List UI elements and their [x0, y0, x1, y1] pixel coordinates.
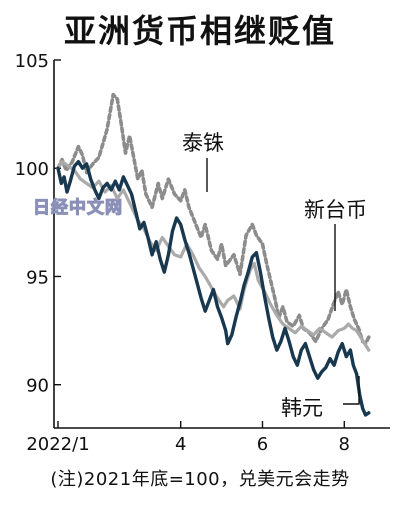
- x-tick-label: 8: [339, 434, 350, 455]
- watermark-text: 日经中文网: [33, 197, 123, 218]
- series-label-新台币: 新台币: [304, 198, 367, 222]
- x-tick-label: 4: [175, 434, 186, 455]
- y-tick-label: 100: [15, 159, 49, 180]
- series-line-泰铢: [56, 92, 371, 346]
- x-tick-label: 2022/1: [26, 434, 89, 455]
- leader-line-韩元: [343, 376, 360, 405]
- y-tick-label: 90: [26, 376, 49, 397]
- y-tick-label: 105: [15, 51, 49, 72]
- series-label-泰铢: 泰铢: [182, 131, 224, 155]
- chart-footnote: (注)2021年底=100，兑美元会走势: [50, 469, 350, 490]
- x-tick-label: 6: [257, 434, 268, 455]
- chart-title: 亚洲货币相继贬值: [63, 12, 336, 50]
- series-label-韩元: 韩元: [281, 396, 323, 420]
- series-line-韩元: [56, 160, 371, 417]
- series-line-新台币: [56, 160, 371, 352]
- y-tick-label: 95: [26, 267, 49, 288]
